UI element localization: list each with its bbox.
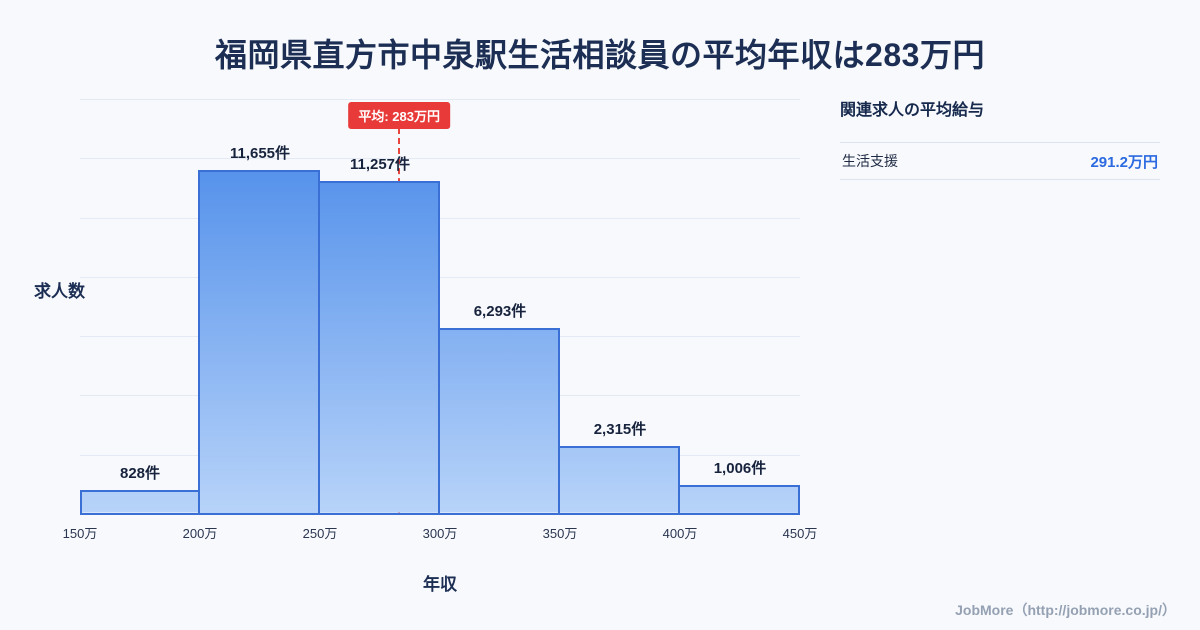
mean-badge: 平均: 283万円 [348,102,451,129]
related-salary-label: 生活支援 [842,153,898,169]
histogram-bar [80,490,200,515]
histogram-bar [198,169,320,515]
gridline [80,99,800,100]
bar-value-label: 2,315件 [593,421,647,439]
x-tick-label: 200万 [182,526,218,541]
x-tick-label: 300万 [422,526,458,541]
x-axis-label: 年収 [423,575,457,594]
x-tick-label: 400万 [662,526,698,541]
x-tick-label: 350万 [542,526,578,541]
histogram-plot-area: 平均: 283万円 828件 11,655件 11,257件 6,293件 2,315件… [63,99,817,541]
x-tick-label: 250万 [302,526,338,541]
histogram-bar [678,485,800,515]
x-tick-label: 450万 [782,526,818,541]
related-salary-row: 生活支援 291.2万円 [840,142,1160,180]
histogram-bar [438,328,560,515]
bar-value-label: 1,006件 [713,460,767,478]
histogram-bar [558,446,680,515]
gridline [80,217,800,219]
bar-value-label: 11,655件 [229,144,291,162]
y-axis-label: 求人数 [34,282,85,301]
x-tick-label: 150万 [62,526,98,541]
side-panel-heading: 関連求人の平均給与 [840,102,985,119]
related-salary-list: 生活支援 291.2万円 [840,142,1160,180]
page-title: 福岡県直方市中泉駅生活相談員の平均年収は283万円 [215,37,985,73]
bar-value-label: 6,293件 [473,303,527,321]
related-salary-value: 291.2万円 [1090,153,1158,171]
bar-value-label: 828件 [119,465,161,483]
gridline [80,276,800,278]
gridline [80,158,800,160]
footer-credit: JobMore（http://jobmore.co.jp/） [955,602,1176,618]
bar-value-label: 11,257件 [349,156,411,174]
histogram-bar [318,181,440,515]
